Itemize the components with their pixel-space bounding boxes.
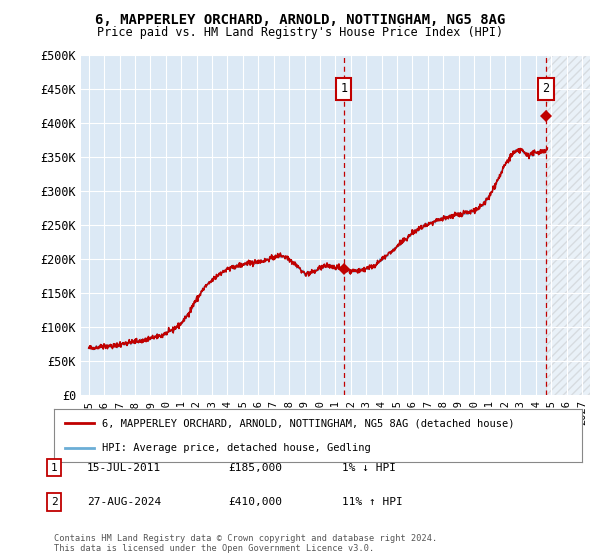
Text: 11% ↑ HPI: 11% ↑ HPI (342, 497, 403, 507)
Text: 27-AUG-2024: 27-AUG-2024 (87, 497, 161, 507)
Text: 1: 1 (340, 82, 347, 95)
Text: £410,000: £410,000 (228, 497, 282, 507)
Text: 6, MAPPERLEY ORCHARD, ARNOLD, NOTTINGHAM, NG5 8AG (detached house): 6, MAPPERLEY ORCHARD, ARNOLD, NOTTINGHAM… (101, 418, 514, 428)
Bar (546, 55, 590, 395)
Text: 2: 2 (542, 82, 550, 95)
Text: Contains HM Land Registry data © Crown copyright and database right 2024.
This d: Contains HM Land Registry data © Crown c… (54, 534, 437, 553)
Text: HPI: Average price, detached house, Gedling: HPI: Average price, detached house, Gedl… (101, 442, 370, 452)
Text: 2: 2 (50, 497, 58, 507)
Text: 1% ↓ HPI: 1% ↓ HPI (342, 463, 396, 473)
Text: £185,000: £185,000 (228, 463, 282, 473)
Text: 1: 1 (50, 463, 58, 473)
Text: Price paid vs. HM Land Registry's House Price Index (HPI): Price paid vs. HM Land Registry's House … (97, 26, 503, 39)
Text: 15-JUL-2011: 15-JUL-2011 (87, 463, 161, 473)
Text: 6, MAPPERLEY ORCHARD, ARNOLD, NOTTINGHAM, NG5 8AG: 6, MAPPERLEY ORCHARD, ARNOLD, NOTTINGHAM… (95, 13, 505, 27)
